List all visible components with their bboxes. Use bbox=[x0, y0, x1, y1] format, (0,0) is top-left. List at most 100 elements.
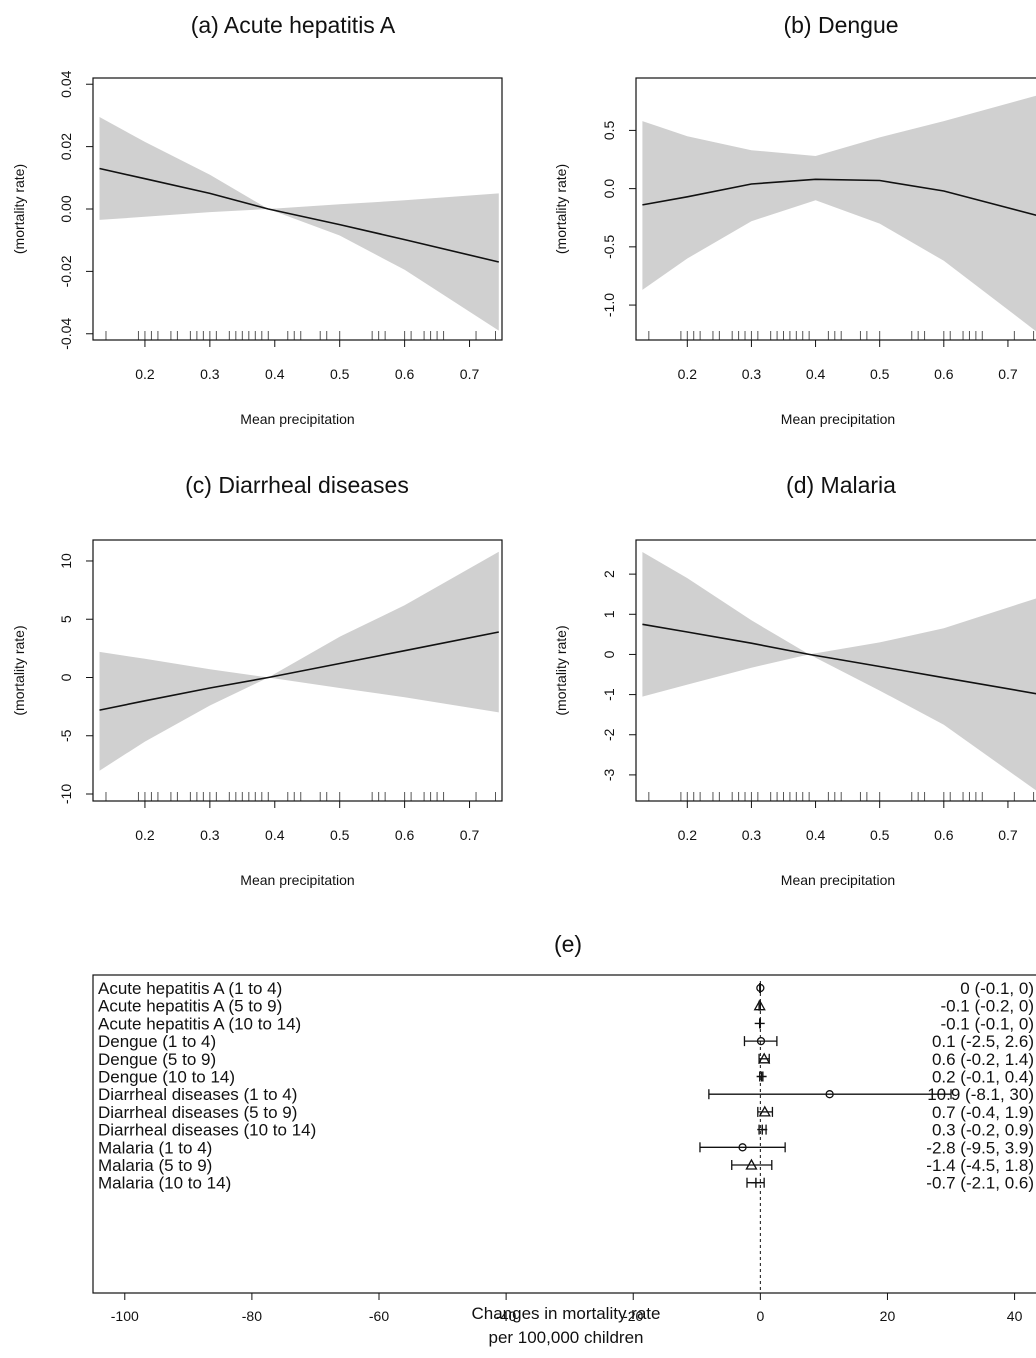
row-value: 0.7 (-0.4, 1.9) bbox=[932, 1103, 1034, 1122]
y-tick-label: 0.02 bbox=[58, 133, 74, 160]
x-tick-label: 0.2 bbox=[678, 827, 698, 843]
panel-title: (d) Malaria bbox=[786, 472, 896, 498]
row-value: -0.1 (-0.2, 0) bbox=[940, 997, 1034, 1016]
row-value: 0.3 (-0.2, 0.9) bbox=[932, 1121, 1034, 1140]
x-tick-label: 20 bbox=[880, 1308, 896, 1324]
y-tick-label: -1.0 bbox=[601, 293, 617, 317]
forest-plot: (e) Acute hepatitis A (1 to 4) 0 (-0.1, 0)… bbox=[92, 931, 1036, 1347]
y-tick-label: -0.5 bbox=[601, 235, 617, 259]
x-axis-label: per 100,000 children bbox=[488, 1328, 643, 1347]
x-tick-label: 0.3 bbox=[742, 366, 762, 382]
y-tick-label: 5 bbox=[58, 615, 74, 623]
estimate-plus bbox=[750, 1177, 761, 1188]
forest-row: Malaria (5 to 9) -1.4 (-4.5, 1.8) bbox=[98, 1156, 1034, 1175]
x-tick-label: 0.5 bbox=[870, 827, 890, 843]
x-tick-label: 0.6 bbox=[395, 366, 415, 382]
plot-frame bbox=[635, 77, 1036, 341]
estimate-circle bbox=[756, 983, 765, 993]
x-tick-label: 0.7 bbox=[998, 366, 1018, 382]
row-value: 0 (-0.1, 0) bbox=[960, 979, 1034, 998]
x-tick-label: 0.4 bbox=[806, 366, 826, 382]
x-tick-label: 0.4 bbox=[265, 827, 285, 843]
y-tick-label: -0.02 bbox=[58, 255, 74, 287]
y-axis-label: (mortality rate) bbox=[553, 625, 569, 715]
row-value: -1.4 (-4.5, 1.8) bbox=[926, 1156, 1034, 1175]
x-tick-label: 0.4 bbox=[806, 827, 826, 843]
forest-row: Malaria (10 to 14) -0.7 (-2.1, 0.6) bbox=[98, 1174, 1034, 1193]
row-label: Malaria (10 to 14) bbox=[98, 1174, 231, 1193]
row-label: Dengue (5 to 9) bbox=[98, 1050, 216, 1069]
y-tick-label: 10 bbox=[58, 553, 74, 569]
fitted-line bbox=[642, 623, 1036, 695]
y-axis-label: (mortality rate) bbox=[11, 625, 27, 715]
x-tick-label: 0.5 bbox=[870, 366, 890, 382]
x-tick-label: -40 bbox=[496, 1308, 516, 1324]
forest-row: Dengue (10 to 14) 0.2 (-0.1, 0.4) bbox=[98, 1068, 1034, 1087]
row-value: 10.9 (-8.1, 30) bbox=[927, 1085, 1034, 1104]
estimate-triangle bbox=[758, 1105, 771, 1117]
fitted-line bbox=[99, 167, 499, 263]
panel-a: (a) Acute hepatitis A 0.2 0.3 0.4 0.5 0.6 0.7 -… bbox=[11, 12, 503, 427]
row-value: 0.2 (-0.1, 0.4) bbox=[932, 1068, 1034, 1087]
estimate-plus bbox=[757, 1124, 768, 1135]
row-label: Diarrheal diseases (5 to 9) bbox=[98, 1103, 297, 1122]
estimate-plus bbox=[754, 1018, 765, 1029]
y-tick-label: -1 bbox=[601, 688, 617, 701]
forest-row: Dengue (5 to 9) 0.6 (-0.2, 1.4) bbox=[98, 1050, 1034, 1069]
x-tick-label: 0.5 bbox=[330, 827, 350, 843]
row-value: 0.6 (-0.2, 1.4) bbox=[932, 1050, 1034, 1069]
x-tick-label: 0.2 bbox=[135, 827, 155, 843]
x-tick-label: 0.2 bbox=[135, 366, 155, 382]
confidence-band bbox=[99, 117, 499, 331]
row-label: Acute hepatitis A (10 to 14) bbox=[98, 1014, 301, 1033]
x-tick-label: 0.6 bbox=[934, 827, 954, 843]
y-axis-label: (mortality rate) bbox=[11, 164, 27, 254]
y-tick-label: 0.04 bbox=[58, 70, 74, 97]
y-tick-label: 2 bbox=[601, 570, 617, 578]
y-tick-label: -0.04 bbox=[58, 318, 74, 350]
y-tick-label: 0.0 bbox=[601, 179, 617, 199]
y-tick-label: -2 bbox=[601, 728, 617, 741]
forest-row: Malaria (1 to 4) -2.8 (-9.5, 3.9) bbox=[98, 1138, 1034, 1157]
forest-row: Dengue (1 to 4) 0.1 (-2.5, 2.6) bbox=[98, 1032, 1034, 1051]
panel-title: (b) Dengue bbox=[783, 12, 898, 38]
row-value: -0.1 (-0.1, 0) bbox=[940, 1014, 1034, 1033]
x-tick-label: 0.5 bbox=[330, 366, 350, 382]
row-value: -0.7 (-2.1, 0.6) bbox=[926, 1174, 1034, 1193]
panel-b: (b) Dengue 0.2 0.3 0.4 0.5 0.6 0.7 -1.0 -0.5 0.0 0… bbox=[553, 12, 1036, 427]
x-tick-label: 0.7 bbox=[460, 366, 480, 382]
panel-c: (c) Diarrheal diseases 0.2 0.3 0.4 0.5 0.6 0.7… bbox=[11, 472, 503, 888]
x-axis-label: Mean precipitation bbox=[781, 872, 895, 888]
estimate-triangle bbox=[758, 1052, 771, 1064]
row-label: Malaria (1 to 4) bbox=[98, 1138, 212, 1157]
estimate-plus bbox=[756, 1071, 767, 1082]
forest-row: Acute hepatitis A (10 to 14) -0.1 (-0.1, … bbox=[98, 1014, 1034, 1033]
x-axis-label: Changes in mortality rate bbox=[472, 1304, 661, 1323]
estimate-circle bbox=[825, 1090, 834, 1099]
forest-row: Acute hepatitis A (1 to 4) 0 (-0.1, 0) bbox=[98, 979, 1034, 998]
y-tick-label: 0.00 bbox=[58, 195, 74, 222]
estimate-triangle bbox=[753, 999, 766, 1011]
fitted-line bbox=[642, 178, 1036, 217]
forest-row: Diarrheal diseases (10 to 14) 0.3 (-0.2, … bbox=[98, 1121, 1034, 1140]
confidence-band bbox=[642, 552, 1036, 791]
x-tick-label: -80 bbox=[242, 1308, 262, 1324]
x-tick-label: 0.7 bbox=[460, 827, 480, 843]
row-value: -2.8 (-9.5, 3.9) bbox=[926, 1138, 1034, 1157]
x-axis-label: Mean precipitation bbox=[240, 411, 354, 427]
x-axis-label: Mean precipitation bbox=[240, 872, 354, 888]
forest-frame bbox=[92, 974, 1036, 1294]
row-label: Diarrheal diseases (10 to 14) bbox=[98, 1121, 316, 1140]
x-tick-label: -100 bbox=[111, 1308, 139, 1324]
y-tick-label: 0 bbox=[58, 673, 74, 681]
row-label: Acute hepatitis A (5 to 9) bbox=[98, 997, 282, 1016]
plot-frame bbox=[635, 539, 1036, 802]
panel-title: (c) Diarrheal diseases bbox=[185, 472, 409, 498]
plot-frame bbox=[92, 539, 503, 802]
forest-row: Acute hepatitis A (5 to 9) -0.1 (-0.2, 0) bbox=[98, 997, 1034, 1016]
y-tick-label: 0 bbox=[601, 650, 617, 658]
confidence-band bbox=[99, 551, 499, 771]
x-tick-label: 0.2 bbox=[678, 366, 698, 382]
row-label: Diarrheal diseases (1 to 4) bbox=[98, 1085, 297, 1104]
